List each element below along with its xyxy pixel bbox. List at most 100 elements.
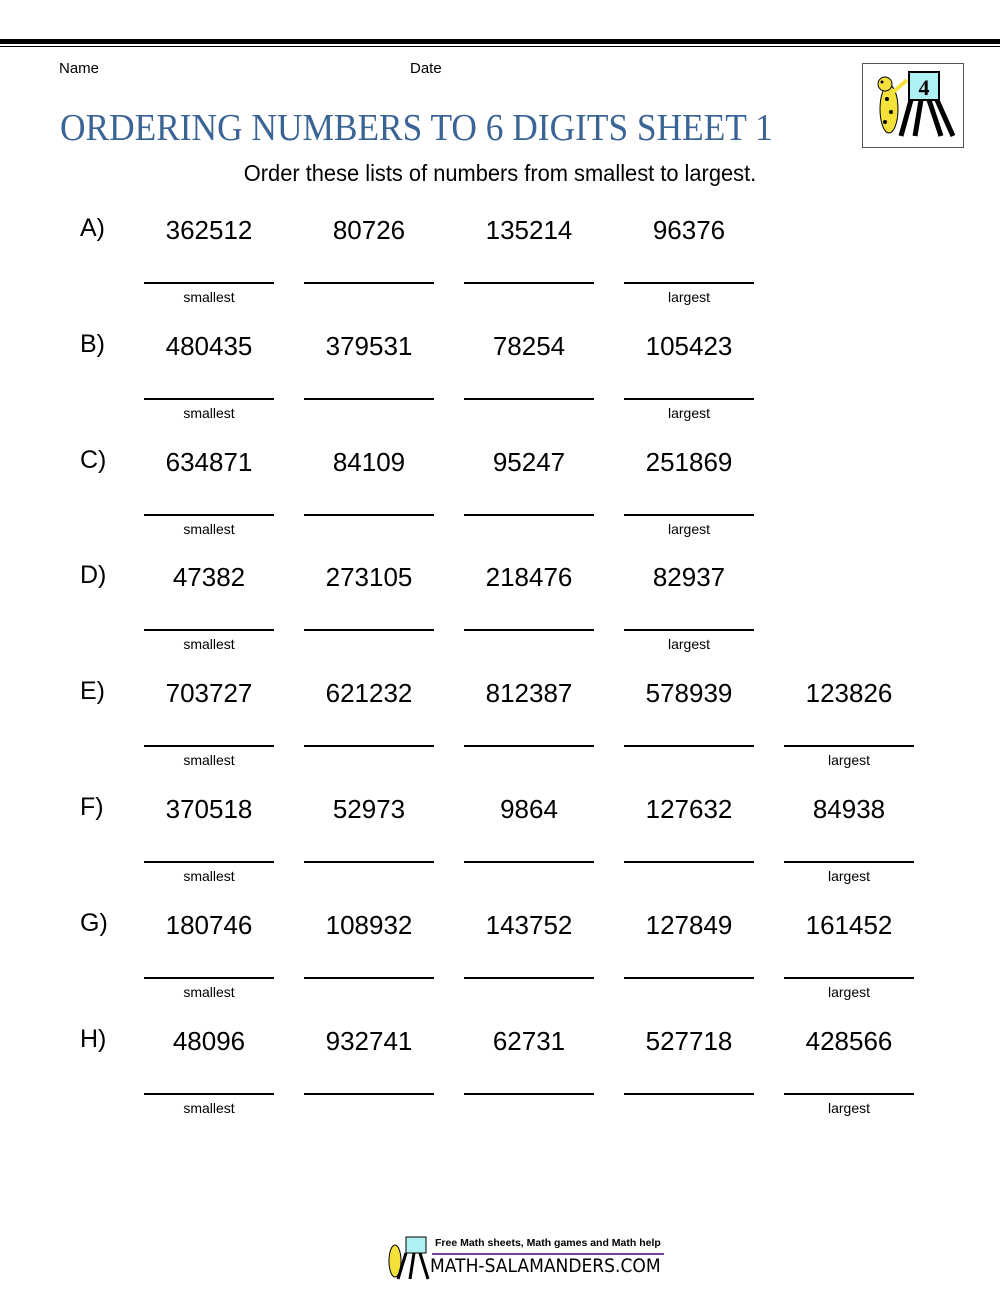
number: 48096 xyxy=(172,1025,246,1056)
answer-line[interactable] xyxy=(464,282,594,284)
answer-line[interactable] xyxy=(464,861,594,863)
number: 52973 xyxy=(332,794,406,824)
answer-line[interactable] xyxy=(624,282,754,284)
largest-hint: largest xyxy=(667,289,711,305)
answer-line[interactable] xyxy=(624,397,754,400)
answer-line[interactable] xyxy=(464,1092,594,1095)
question-label: D) xyxy=(80,561,107,590)
footer-site: MATH-SALAMANDERS.COM xyxy=(430,1255,661,1277)
top-rule xyxy=(0,39,1000,44)
answer-line[interactable] xyxy=(304,861,434,863)
number: 379531 xyxy=(325,330,413,361)
number: 123826 xyxy=(805,678,893,709)
number: 82937 xyxy=(652,562,726,593)
footer-divider xyxy=(432,1253,664,1255)
date-label: Date xyxy=(410,60,442,77)
answer-line[interactable] xyxy=(624,745,754,748)
number: 480435 xyxy=(165,330,253,361)
number: 527718 xyxy=(645,1025,733,1056)
answer-line[interactable] xyxy=(304,629,434,632)
answer-line[interactable] xyxy=(144,397,274,400)
question-label: F) xyxy=(80,793,104,821)
answer-line[interactable] xyxy=(624,629,754,632)
question-label: E) xyxy=(80,677,105,706)
footer-tagline: Free Math sheets, Math games and Math he… xyxy=(435,1237,661,1249)
number: 251869 xyxy=(645,446,733,477)
svg-text:4: 4 xyxy=(919,75,930,100)
answer-line[interactable] xyxy=(144,282,274,284)
largest-hint: largest xyxy=(827,868,871,884)
largest-hint: largest xyxy=(667,636,711,653)
largest-hint: largest xyxy=(827,752,871,769)
answer-line[interactable] xyxy=(464,745,594,748)
number: 95247 xyxy=(492,446,566,477)
answer-line[interactable] xyxy=(464,397,594,400)
page-title: ORDERING NUMBERS TO 6 DIGITS SHEET 1 xyxy=(60,107,773,149)
number: 161452 xyxy=(805,909,893,940)
answer-line[interactable] xyxy=(304,397,434,400)
number: 127849 xyxy=(645,909,733,940)
largest-hint: largest xyxy=(827,1099,871,1116)
answer-line[interactable] xyxy=(464,629,594,632)
answer-line[interactable] xyxy=(144,513,274,516)
answer-line[interactable] xyxy=(304,976,434,979)
number: 78254 xyxy=(492,330,566,361)
instructions: Order these lists of numbers from smalle… xyxy=(243,160,757,186)
answer-line[interactable] xyxy=(144,976,274,979)
answer-line[interactable] xyxy=(304,745,434,748)
number: 84938 xyxy=(812,794,886,824)
question-label: C) xyxy=(80,445,107,474)
number: 105423 xyxy=(645,330,733,361)
number: 135214 xyxy=(485,215,573,245)
number: 932741 xyxy=(325,1025,413,1056)
answer-line[interactable] xyxy=(304,513,434,516)
answer-line[interactable] xyxy=(464,513,594,516)
answer-line[interactable] xyxy=(784,861,914,863)
answer-line[interactable] xyxy=(624,861,754,863)
number: 180746 xyxy=(165,909,253,940)
answer-line[interactable] xyxy=(144,745,274,748)
number: 578939 xyxy=(645,678,733,709)
number: 47382 xyxy=(172,562,246,593)
number: 218476 xyxy=(485,562,573,593)
footer-logo: Free Math sheets, Math games and Math he… xyxy=(380,1233,675,1283)
answer-line[interactable] xyxy=(144,629,274,632)
number: 9864 xyxy=(500,794,558,824)
answer-line[interactable] xyxy=(464,976,594,979)
number: 84109 xyxy=(332,446,406,477)
salamander-logo-icon: 4 xyxy=(862,63,964,148)
smallest-hint: smallest xyxy=(183,983,235,1000)
number: 370518 xyxy=(165,794,253,824)
answer-line[interactable] xyxy=(144,1092,274,1095)
smallest-hint: smallest xyxy=(183,1099,235,1116)
number: 80726 xyxy=(332,215,406,245)
number: 62731 xyxy=(492,1025,566,1056)
answer-line[interactable] xyxy=(304,282,434,284)
smallest-hint: smallest xyxy=(183,289,235,305)
number: 812387 xyxy=(485,678,573,709)
answer-line[interactable] xyxy=(784,976,914,979)
question-label: H) xyxy=(80,1024,107,1053)
smallest-hint: smallest xyxy=(183,636,235,653)
name-label: Name xyxy=(59,60,100,77)
number: 273105 xyxy=(325,562,413,593)
number: 96376 xyxy=(652,215,726,245)
answer-line[interactable] xyxy=(784,745,914,748)
smallest-hint: smallest xyxy=(183,520,235,537)
answer-line[interactable] xyxy=(784,1092,914,1095)
answer-line[interactable] xyxy=(624,976,754,979)
answer-line[interactable] xyxy=(304,1092,434,1095)
question-label: B) xyxy=(80,329,105,358)
number: 362512 xyxy=(165,215,253,245)
smallest-hint: smallest xyxy=(183,868,235,884)
largest-hint: largest xyxy=(667,520,711,537)
footer-salamander-icon xyxy=(388,1236,430,1280)
answer-line[interactable] xyxy=(624,513,754,516)
question-label: A) xyxy=(80,214,105,242)
answer-line[interactable] xyxy=(144,861,274,863)
number: 621232 xyxy=(325,678,413,709)
smallest-hint: smallest xyxy=(183,404,235,421)
number: 634871 xyxy=(165,446,253,477)
answer-line[interactable] xyxy=(624,1092,754,1095)
largest-hint: largest xyxy=(667,404,711,421)
